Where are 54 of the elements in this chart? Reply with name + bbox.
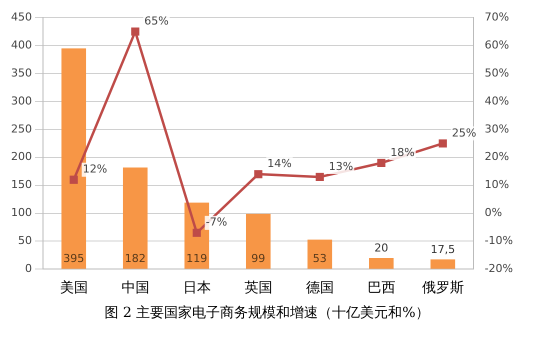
y-tick-label: 300 <box>10 94 32 108</box>
x-tick-label: 英国 <box>244 280 272 296</box>
y-tick-label: 100 <box>10 206 32 220</box>
point <box>70 176 78 184</box>
y-tick-label: 50 <box>18 234 32 248</box>
point <box>131 28 140 36</box>
y-tick-label: 400 <box>10 38 32 52</box>
data-label: 25% <box>452 126 476 140</box>
y2-tick-label: 50% <box>484 66 510 80</box>
point <box>192 228 201 237</box>
y2-tick-label: 0% <box>484 206 502 220</box>
point <box>438 139 447 148</box>
point <box>377 158 386 168</box>
data-label: 65% <box>144 14 169 28</box>
x-tick-label: 日本 <box>182 280 211 296</box>
data-label: 20 <box>374 241 388 254</box>
point <box>316 172 324 182</box>
y2-tick-label: -20% <box>484 262 514 276</box>
x-tick-label: 中国 <box>121 280 150 296</box>
y2-tick-label: 70% <box>484 10 510 24</box>
x-tick-label: 德国 <box>306 280 334 296</box>
data-label: -7% <box>206 216 228 229</box>
y-tick-label: 150 <box>10 178 32 192</box>
x-tick-label: 美国 <box>60 280 88 296</box>
data-label: 99 <box>251 252 266 266</box>
point <box>254 170 262 178</box>
bar <box>308 240 332 269</box>
bar <box>246 214 271 269</box>
y2-tick-label: 40% <box>484 94 510 108</box>
text: 图 2 主要国家电子商务规模和增速（十亿美元和%） <box>103 304 431 322</box>
y2-tick-label: 20% <box>484 150 510 164</box>
x-tick-label: 俄罗斯 <box>422 280 464 296</box>
bar <box>122 167 148 269</box>
data-label: 53 <box>312 252 327 266</box>
y2-tick-label: -10% <box>484 234 514 248</box>
data-label: 17,5 <box>430 242 456 256</box>
y-tick-label: 250 <box>10 122 32 136</box>
data-label: 14% <box>267 157 292 170</box>
data-label: 13% <box>328 160 354 173</box>
x-tick-label: 巴西 <box>367 280 396 296</box>
data-label: 12% <box>82 162 108 176</box>
y-tick-label: 200 <box>10 150 32 164</box>
data-label: 18% <box>390 146 415 159</box>
bar <box>369 258 394 269</box>
data-label: 395 <box>63 252 84 266</box>
y-tick-label: 0 <box>24 262 32 276</box>
y-tick-label: 450 <box>10 10 32 24</box>
y2-tick-label: 30% <box>484 122 510 136</box>
y2-tick-label: 60% <box>484 38 510 52</box>
y-tick-label: 350 <box>10 66 32 80</box>
bar <box>430 259 456 269</box>
y2-tick-label: 10% <box>484 178 510 192</box>
data-label: 119 <box>186 252 208 266</box>
data-label: 182 <box>124 252 146 266</box>
